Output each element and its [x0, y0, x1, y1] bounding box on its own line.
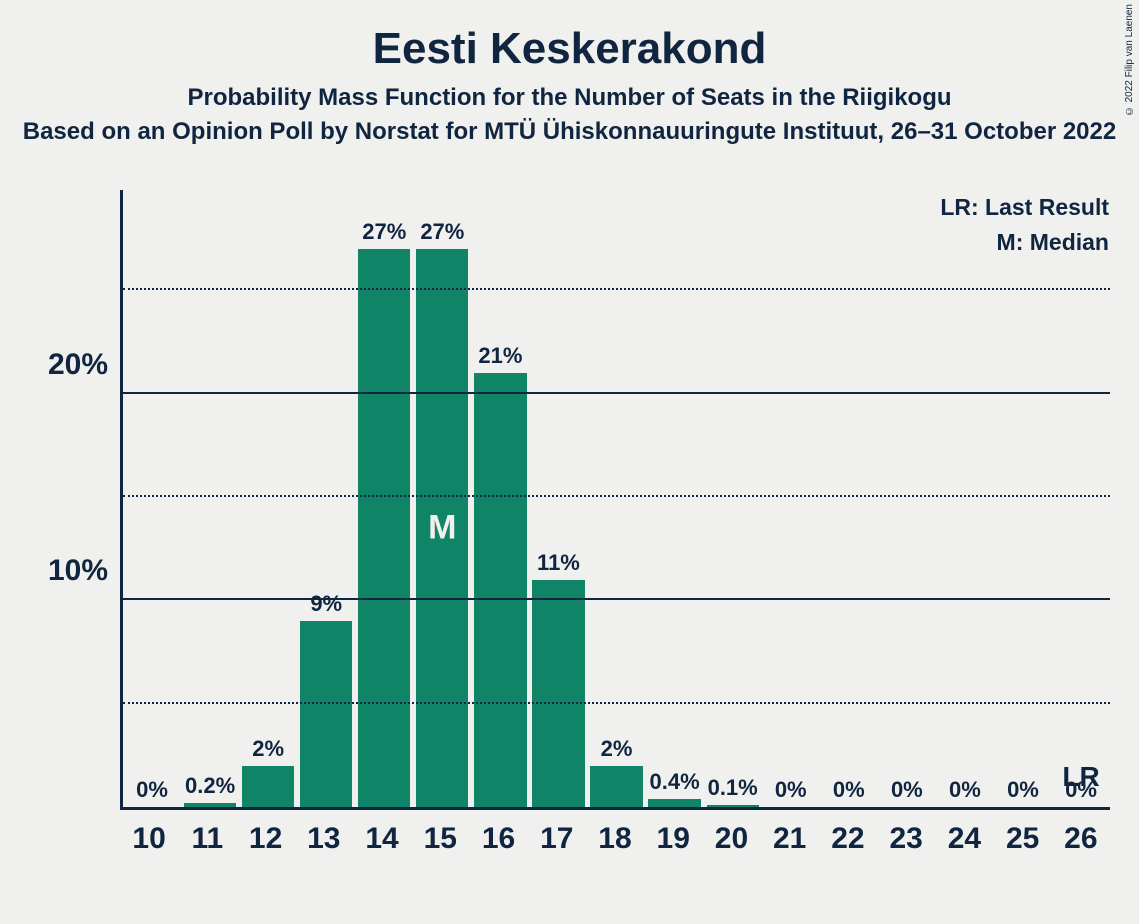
x-tick-label: 12: [236, 822, 294, 856]
bar-value-label: 27%: [420, 219, 464, 245]
bar-slot: 27%: [355, 190, 413, 807]
x-tick-label: 11: [178, 822, 236, 856]
x-axis-labels: 1011121314151617181920212223242526: [120, 822, 1110, 856]
bar-slot: 0%: [878, 190, 936, 807]
bar: 2%: [590, 766, 642, 807]
bar: 9%: [300, 621, 352, 807]
bar-slot: 0%: [936, 190, 994, 807]
bar-value-label: 0%: [891, 777, 923, 803]
bar: 21%: [474, 373, 526, 807]
gridline-minor: [123, 495, 1110, 497]
chart-container: LR: Last Result M: Median 10%20% 0%0.2%2…: [0, 190, 1139, 890]
bar-slot: 2%: [239, 190, 297, 807]
y-axis: 10% 20%: [0, 190, 120, 810]
bar-value-label: 2%: [601, 736, 633, 762]
chart-title: Eesti Keskerakond: [0, 0, 1139, 74]
gridline-minor: [123, 288, 1110, 290]
bar-value-label: 0.1%: [708, 775, 758, 801]
bar: 0.4%: [648, 799, 700, 807]
bar-value-label: 0.4%: [650, 769, 700, 795]
chart-subtitle-2: Based on an Opinion Poll by Norstat for …: [0, 118, 1139, 146]
bar-value-label: 0%: [833, 777, 865, 803]
bar-slot: 0%: [123, 190, 181, 807]
bar-value-label: 0%: [949, 777, 981, 803]
gridline-minor: [123, 702, 1110, 704]
bar-slot: LR0%: [1052, 190, 1110, 807]
bar-value-label: 9%: [310, 591, 342, 617]
x-tick-label: 21: [761, 822, 819, 856]
bar-value-label: 0.2%: [185, 773, 235, 799]
copyright-text: © 2022 Filip van Laenen: [1124, 4, 1135, 116]
chart-subtitle: Probability Mass Function for the Number…: [0, 84, 1139, 112]
bar-slot: 0.4%: [646, 190, 704, 807]
x-tick-label: 16: [469, 822, 527, 856]
bar-slot: 0%: [820, 190, 878, 807]
y-tick-label: 10%: [48, 554, 108, 588]
bar-slot: 2%: [588, 190, 646, 807]
bar-slot: 11%: [529, 190, 587, 807]
bar-value-label: 21%: [478, 343, 522, 369]
bars-container: 0%0.2%2%9%27%27%M21%11%2%0.4%0.1%0%0%0%0…: [123, 190, 1110, 807]
x-tick-label: 13: [295, 822, 353, 856]
bar: 11%: [532, 580, 584, 807]
bar: 0.1%: [707, 805, 759, 807]
gridline-major: [123, 392, 1110, 394]
x-tick-label: 15: [411, 822, 469, 856]
x-tick-label: 14: [353, 822, 411, 856]
bar-value-label: 27%: [362, 219, 406, 245]
bar: 27%: [358, 249, 410, 807]
bar-value-label: 0%: [1065, 777, 1097, 803]
x-tick-label: 24: [935, 822, 993, 856]
y-tick-label: 20%: [48, 348, 108, 382]
x-tick-label: 17: [528, 822, 586, 856]
plot-area: 0%0.2%2%9%27%27%M21%11%2%0.4%0.1%0%0%0%0…: [120, 190, 1110, 810]
bar-slot: 0%: [994, 190, 1052, 807]
bar-slot: 21%: [471, 190, 529, 807]
bar-value-label: 11%: [537, 550, 580, 576]
bar: 2%: [242, 766, 294, 807]
x-tick-label: 19: [644, 822, 702, 856]
x-tick-label: 23: [877, 822, 935, 856]
bar: 0.2%: [184, 803, 236, 807]
x-tick-label: 25: [994, 822, 1052, 856]
bar: 27%M: [416, 249, 468, 807]
bar-slot: 0%: [762, 190, 820, 807]
bar-value-label: 0%: [136, 777, 168, 803]
bar-slot: 0.2%: [181, 190, 239, 807]
x-tick-label: 20: [702, 822, 760, 856]
x-tick-label: 22: [819, 822, 877, 856]
bar-value-label: 0%: [775, 777, 807, 803]
bar-value-label: 0%: [1007, 777, 1039, 803]
bar-value-label: 2%: [252, 736, 284, 762]
gridline-major: [123, 598, 1110, 600]
median-marker: M: [428, 509, 456, 548]
x-tick-label: 18: [586, 822, 644, 856]
bar-slot: 9%: [297, 190, 355, 807]
bar-slot: 27% M: [413, 190, 471, 807]
x-tick-label: 26: [1052, 822, 1110, 856]
x-tick-label: 10: [120, 822, 178, 856]
bar-slot: 0.1%: [704, 190, 762, 807]
